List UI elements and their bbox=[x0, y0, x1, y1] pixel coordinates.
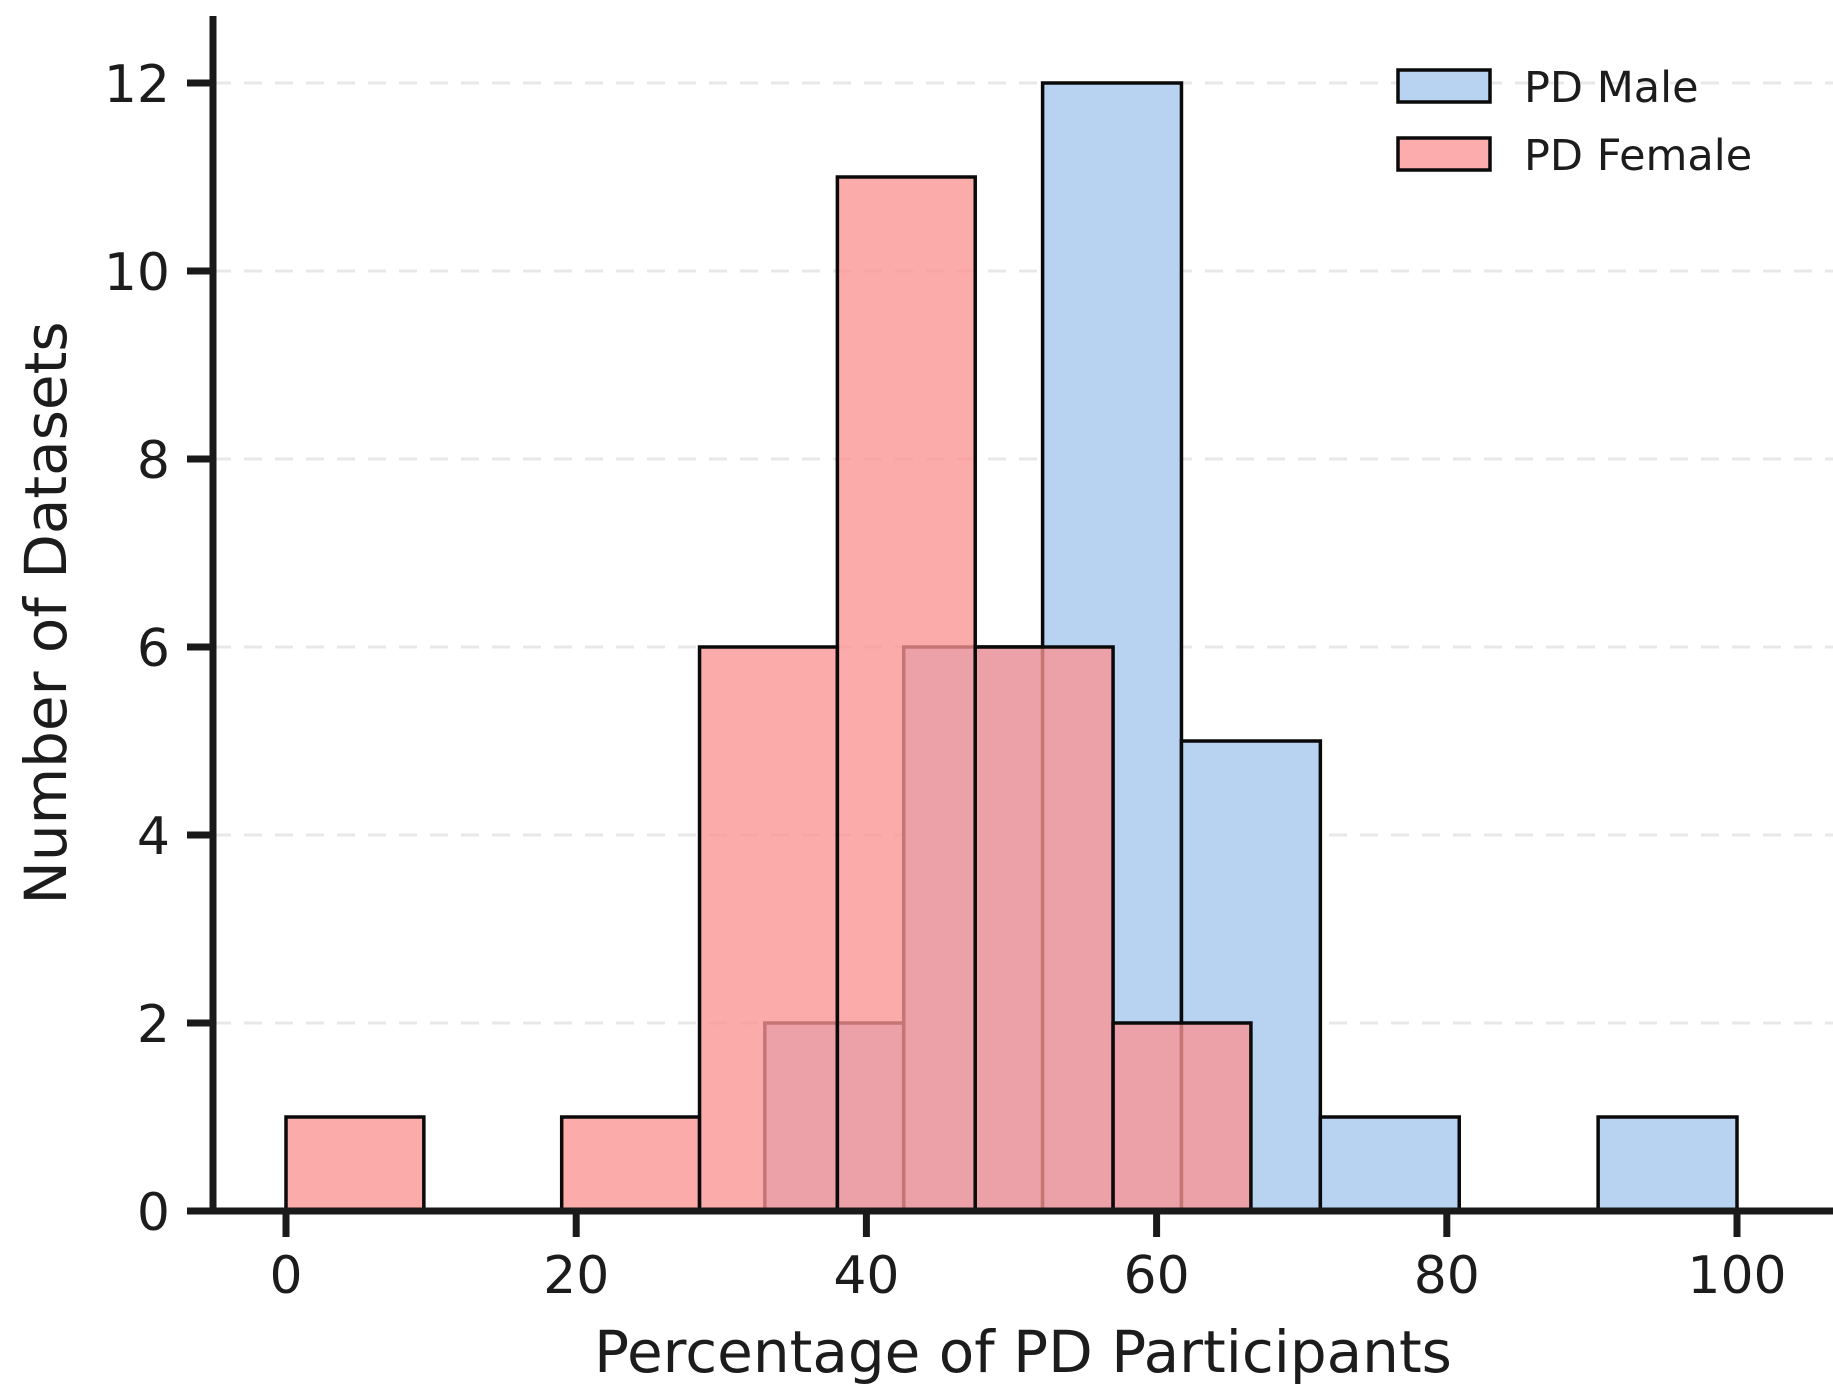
y-axis-ticks: 0 2 4 6 8 10 12 bbox=[104, 55, 213, 1243]
x-axis-ticks: 0 20 40 60 80 100 bbox=[269, 1211, 1787, 1306]
x-tick-label-80: 80 bbox=[1414, 1246, 1480, 1306]
legend-swatch-pd-male bbox=[1396, 68, 1492, 104]
y-tick-label-12: 12 bbox=[104, 55, 170, 115]
axes-spines bbox=[206, 16, 1833, 1215]
y-tick-label-4: 4 bbox=[137, 807, 170, 867]
x-tick-label-0: 0 bbox=[269, 1246, 302, 1306]
legend-label-pd-female: PD Female bbox=[1524, 131, 1752, 181]
bar-pd-female-bin-4 bbox=[835, 175, 977, 1213]
x-tick-label-20: 20 bbox=[543, 1246, 609, 1306]
legend-swatch-pd-female bbox=[1396, 136, 1492, 172]
x-axis-title: Percentage of PD Participants bbox=[594, 1318, 1452, 1386]
bars-pd-female bbox=[284, 175, 1253, 1213]
y-tick-label-8: 8 bbox=[137, 431, 170, 491]
x-tick-label-60: 60 bbox=[1124, 1246, 1190, 1306]
bar-pd-female-bin-6 bbox=[1111, 1021, 1253, 1213]
bar-pd-female-bin-2 bbox=[559, 1115, 702, 1213]
bar-pd-male-bin-6 bbox=[1596, 1115, 1739, 1213]
bar-pd-female-bin-0 bbox=[284, 1115, 426, 1213]
legend-label-pd-male: PD Male bbox=[1524, 63, 1699, 113]
y-tick-label-0: 0 bbox=[137, 1183, 170, 1243]
legend: PD Male PD Female bbox=[1396, 63, 1752, 181]
x-tick-label-100: 100 bbox=[1687, 1246, 1786, 1306]
bar-pd-female-bin-5 bbox=[973, 645, 1115, 1213]
y-tick-label-6: 6 bbox=[137, 619, 170, 679]
y-tick-label-10: 10 bbox=[104, 243, 170, 303]
bar-pd-male-bin-4 bbox=[1318, 1115, 1461, 1213]
y-axis-title: Number of Datasets bbox=[12, 321, 80, 904]
x-tick-label-40: 40 bbox=[833, 1246, 899, 1306]
y-tick-label-2: 2 bbox=[137, 995, 170, 1055]
bar-pd-female-bin-3 bbox=[697, 645, 840, 1213]
